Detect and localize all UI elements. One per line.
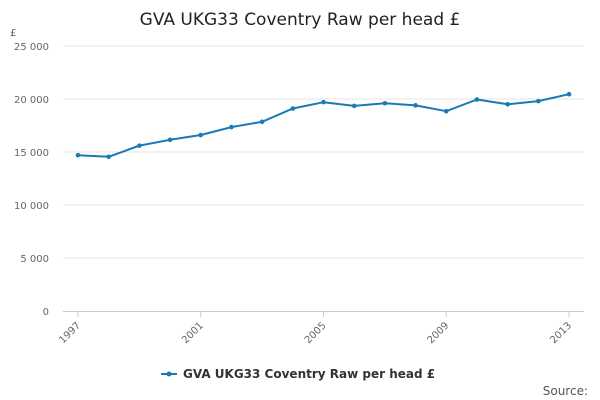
y-tick-label: 15 000 — [14, 148, 49, 159]
gridlines — [63, 45, 584, 259]
data-point[interactable] — [505, 102, 510, 107]
x-axis: 1997 2001 2005 2009 2013 — [57, 311, 584, 346]
y-tick-label: 0 — [43, 307, 49, 318]
x-tick-label: 2013 — [548, 320, 574, 346]
y-tick-label: 10 000 — [14, 201, 49, 212]
x-tick-label: 2005 — [303, 320, 329, 346]
data-point[interactable] — [198, 132, 204, 138]
data-point[interactable] — [229, 124, 234, 130]
data-point[interactable] — [167, 137, 173, 143]
data-point[interactable] — [75, 152, 81, 158]
y-axis-unit: £ — [10, 28, 16, 39]
y-tick-label: 25 000 — [14, 42, 49, 53]
legend-dot-marker — [166, 371, 172, 377]
data-point[interactable] — [106, 154, 111, 160]
legend-label: GVA UKG33 Coventry Raw per head £ — [183, 367, 435, 381]
data-point[interactable] — [413, 103, 418, 108]
data-point[interactable] — [137, 143, 142, 148]
y-axis-ticks: 0 5 000 10 000 15 000 20 000 25 000 — [14, 42, 49, 318]
data-point[interactable] — [474, 97, 480, 102]
data-point[interactable] — [566, 91, 572, 97]
data-point[interactable] — [536, 98, 541, 104]
y-tick-label: 5 000 — [20, 254, 49, 265]
data-point[interactable] — [259, 119, 265, 125]
legend[interactable]: GVA UKG33 Coventry Raw per head £ — [161, 367, 435, 381]
source-label: Source: — [543, 384, 588, 398]
series-layer — [75, 91, 572, 160]
data-point[interactable] — [321, 99, 326, 105]
x-tick-label: 2001 — [180, 320, 206, 346]
data-point[interactable] — [351, 103, 357, 109]
data-point[interactable] — [382, 100, 388, 106]
y-tick-label: 20 000 — [14, 95, 49, 106]
data-point[interactable] — [290, 106, 296, 111]
x-tick-label: 2009 — [426, 320, 452, 346]
chart-title: GVA UKG33 Coventry Raw per head £ — [140, 10, 461, 30]
x-tick-label: 1997 — [57, 320, 83, 346]
data-point[interactable] — [443, 108, 449, 114]
